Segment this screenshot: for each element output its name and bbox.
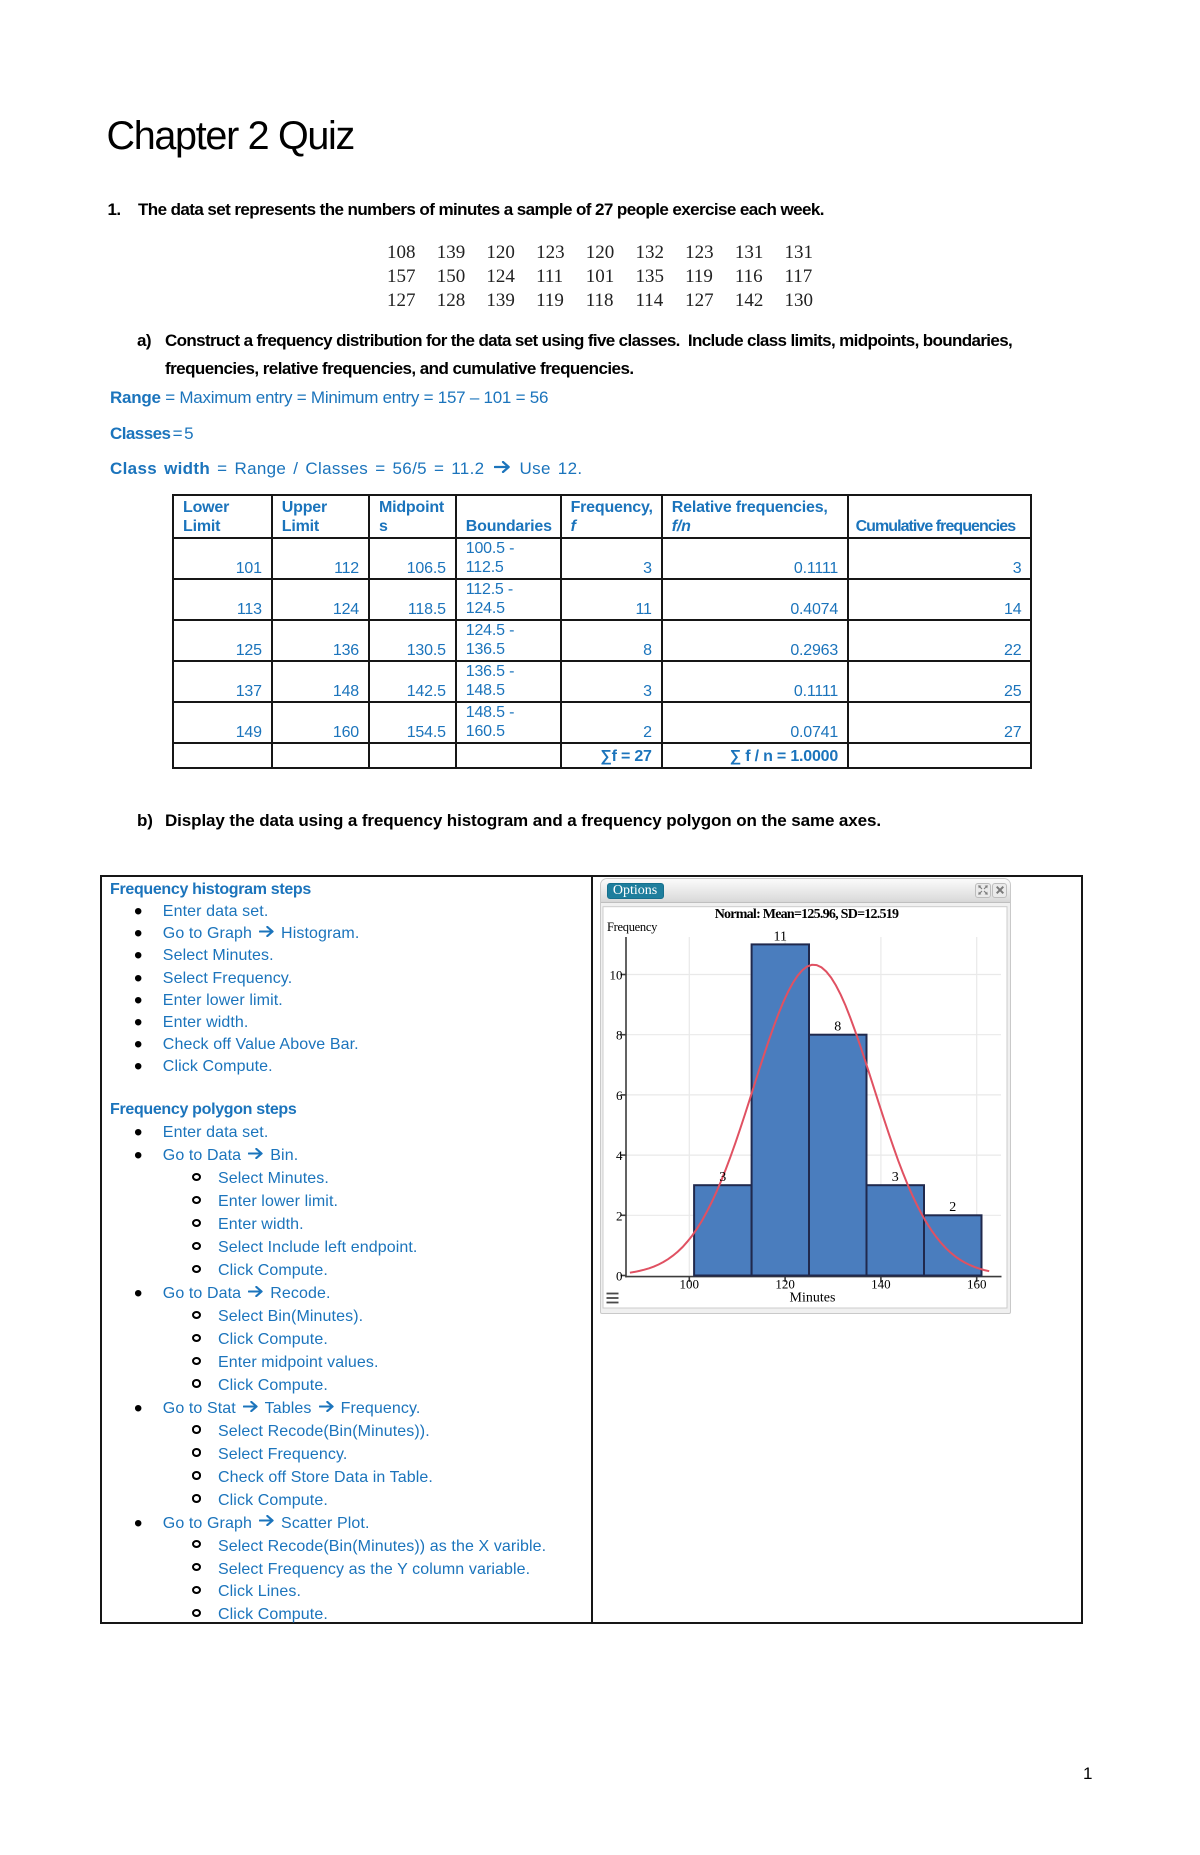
svg-text:0: 0 <box>616 1269 623 1284</box>
svg-text:Normal: Mean=125.96, SD=12.519: Normal: Mean=125.96, SD=12.519 <box>715 907 899 922</box>
svg-text:Frequency: Frequency <box>607 920 658 934</box>
svg-text:2: 2 <box>949 1200 956 1215</box>
svg-text:11: 11 <box>774 930 787 945</box>
svg-text:10: 10 <box>610 968 623 983</box>
svg-text:140: 140 <box>871 1277 891 1292</box>
svg-text:3: 3 <box>892 1170 899 1185</box>
svg-text:8: 8 <box>616 1028 623 1043</box>
svg-text:8: 8 <box>834 1020 841 1035</box>
svg-text:2: 2 <box>616 1208 623 1223</box>
svg-text:6: 6 <box>616 1088 623 1103</box>
svg-text:3: 3 <box>719 1170 726 1185</box>
svg-text:120: 120 <box>775 1277 795 1292</box>
svg-text:160: 160 <box>967 1277 987 1292</box>
svg-text:Minutes: Minutes <box>790 1291 836 1306</box>
svg-text:4: 4 <box>616 1148 623 1163</box>
svg-text:100: 100 <box>680 1277 700 1292</box>
